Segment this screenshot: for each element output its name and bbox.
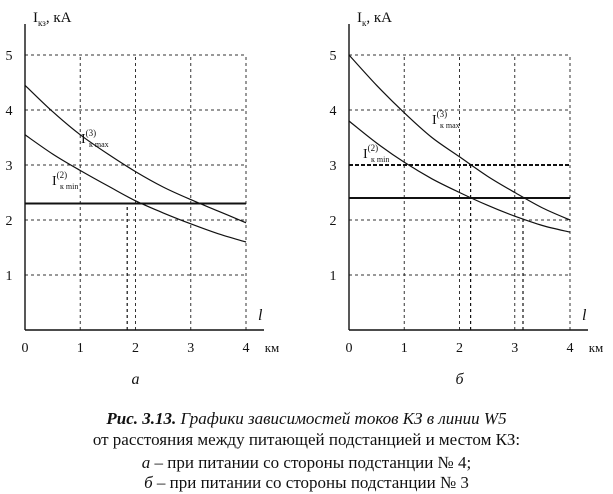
x-tick-label: 2 [456,341,463,356]
caption-line-2: от расстояния между питающей подстанцией… [0,429,613,450]
x-tick-label: 4 [243,341,250,356]
y-tick-label: 2 [6,214,13,229]
y-tick-label: 4 [330,104,337,119]
x-tick-label: 0 [22,341,29,356]
x-tick-label: 1 [77,341,84,356]
curve-label-max: I(3) к max [81,128,109,149]
curve-label-min: I(2) к min [52,170,78,191]
caption-text-a: – при питании со стороны подстанции № 4; [150,453,472,472]
x-tick-label: 1 [401,341,408,356]
x-tick-label: 0 [346,341,353,356]
chart-panel-b: 0 1 2 3 4 1 2 3 4 5 Iк, кА l км б I(3) к max I(2) к min [330,10,604,388]
x-axis-unit: км [589,340,604,355]
curve-label-min: I(2) к min [363,143,389,164]
caption-text: от расстояния между питающей подстанцией… [92,430,521,449]
y-tick-label: 3 [330,159,337,174]
panel-label: б [455,371,464,388]
y-axis-label: Iк, кА [357,10,392,28]
y-tick-label: 2 [330,214,337,229]
x-tick-label: 3 [511,341,518,356]
series-line-1 [348,120,571,233]
y-axis-label: Iкз, кА [33,10,72,28]
caption-letter-b: б [144,473,153,492]
caption-letter-a: а [141,453,151,472]
x-tick-label: 3 [187,341,194,356]
caption-figure-number: Рис. 3.13. [106,409,177,428]
caption-title-text: Графики зависимостей токов КЗ в линии W5 [176,409,507,428]
x-axis-label: l [258,307,263,324]
caption-line-a: а – при питании со стороны подстанции № … [0,452,613,473]
y-tick-label: 4 [6,104,13,119]
caption-line-1: Рис. 3.13. Графики зависимостей токов КЗ… [0,408,613,429]
x-tick-label: 4 [567,341,574,356]
y-tick-label: 3 [6,159,13,174]
y-tick-label: 1 [330,269,337,284]
series-line-0 [348,54,571,221]
x-axis-unit: км [265,340,280,355]
x-axis-label: l [582,307,587,324]
y-tick-label: 5 [330,49,337,64]
caption-text-b: – при питании со стороны подстанции № 3 [152,473,469,492]
series-line-1 [24,134,247,243]
curve-label-max: I(3) к max [432,109,460,130]
x-tick-label: 2 [132,341,139,356]
caption-line-b: б – при питании со стороны подстанции № … [0,472,613,493]
y-tick-label: 5 [6,49,13,64]
panel-label: а [132,371,140,388]
y-tick-label: 1 [6,269,13,284]
series-line-0 [24,84,247,224]
